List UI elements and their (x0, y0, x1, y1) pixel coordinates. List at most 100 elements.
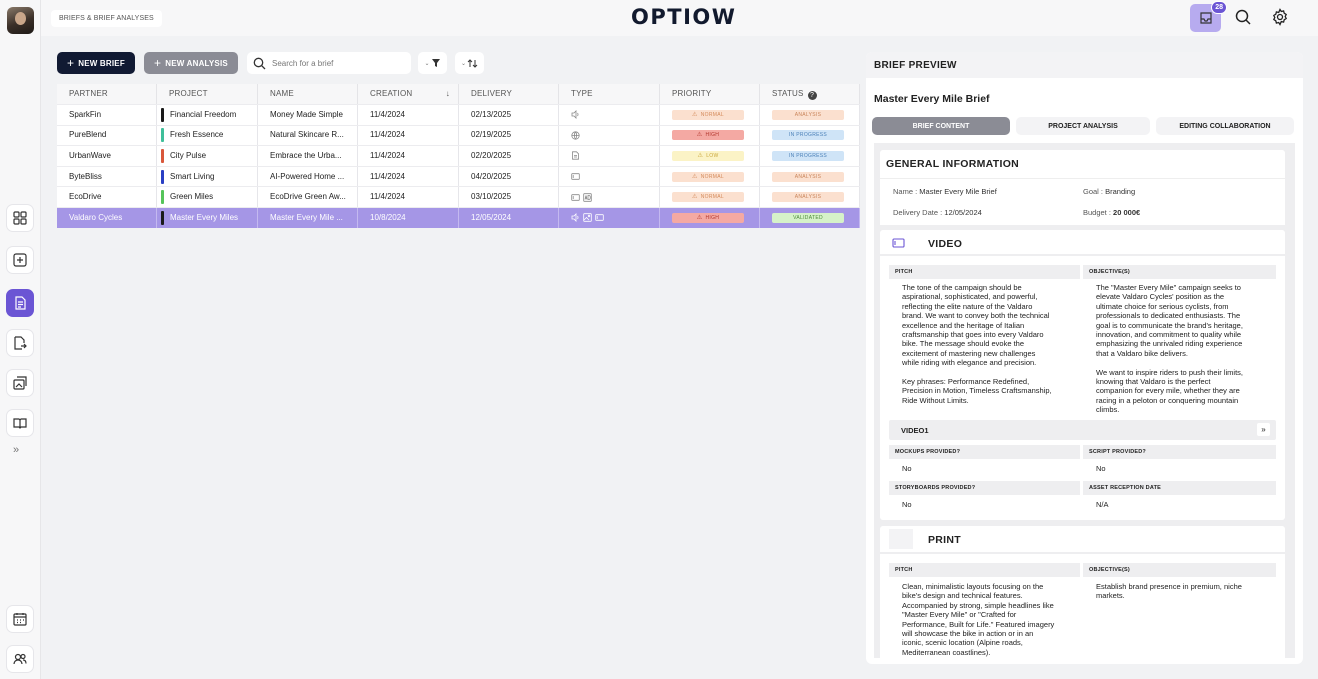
storyboards-value: No (902, 500, 912, 509)
priority-badge: ⚠ HIGH (672, 130, 744, 141)
project-color-bar (161, 190, 164, 205)
text-line: We want to inspire riders to push their … (1096, 367, 1244, 377)
priority-cell: ⚠ HIGH (660, 207, 760, 228)
media-library-icon[interactable] (6, 369, 34, 397)
collapse-chevron-icon[interactable]: » (1257, 423, 1270, 436)
add-square-icon[interactable] (6, 246, 34, 274)
print-objective-text: Establish brand presence in premium, nic… (1096, 582, 1276, 601)
priority-badge: ⚠ NORMAL (672, 109, 744, 120)
print-pitch-text: Clean, minimalistic layouts focusing on … (902, 582, 1078, 657)
status-cell: VALIDATED (760, 207, 860, 228)
priority-label: NORMAL (700, 173, 724, 180)
priority-label: HIGH (705, 214, 720, 221)
goal-value: Branding (1105, 187, 1136, 196)
ad-type-icon (583, 192, 592, 202)
general-information-title: GENERAL INFORMATION (886, 158, 1020, 170)
sort-button[interactable]: ⌄ (455, 52, 484, 74)
status-badge: IN PROGRESS (772, 130, 844, 141)
name-cell: EcoDrive Green Aw... (258, 187, 358, 207)
users-icon[interactable] (6, 645, 34, 673)
priority-label: NORMAL (700, 111, 724, 118)
priority-badge: ⚠ HIGH (672, 212, 744, 223)
inbox-button[interactable]: 28 (1190, 1, 1227, 32)
table-row[interactable]: EcoDrive Green Miles EcoDrive Green Aw... 1… (57, 186, 860, 207)
warning-icon: ⚠ (692, 111, 698, 118)
warning-icon: ⚠ (696, 132, 703, 139)
column-header-project[interactable]: PROJECT (157, 84, 258, 104)
priority-label: LOW (706, 152, 719, 159)
video-icon (892, 238, 905, 248)
book-icon[interactable] (6, 409, 34, 437)
table-row[interactable]: SparkFin Financial Freedom Money Made Simp… (57, 104, 860, 125)
breadcrumb[interactable]: BRIEFS & BRIEF ANALYSES (51, 10, 162, 27)
expand-sidebar-icon[interactable]: » (13, 444, 20, 456)
search-icon[interactable] (1234, 8, 1252, 26)
inbox-icon (1199, 12, 1212, 24)
status-badge: ANALYSIS (772, 192, 844, 203)
new-brief-button[interactable]: + NEW BRIEF (57, 52, 135, 74)
text-line: ultimate choice for serious cyclists, fr… (1096, 301, 1229, 311)
priority-badge: ⚠ NORMAL (672, 192, 744, 203)
project-label: Financial Freedom (170, 109, 237, 119)
priority-label: HIGH (705, 132, 720, 139)
text-line: bike. The message should evoke the (902, 339, 1025, 349)
video-objective-text: The "Master Every Mile" campaign seeks t… (1096, 283, 1276, 415)
column-header-type[interactable]: TYPE (559, 84, 660, 104)
tab-editing-collaboration[interactable]: EDITING COLLABORATION (1156, 117, 1294, 135)
type-icons (571, 172, 580, 181)
project-cell: Financial Freedom (157, 105, 258, 125)
partner-cell: ByteBliss (57, 166, 157, 187)
text-line: iconic, scenic location (Alpine roads, (902, 638, 1023, 648)
preview-title: Master Every Mile Brief (874, 93, 990, 105)
column-header-creation[interactable]: CREATION ↓ (358, 84, 459, 104)
help-icon[interactable]: ? (807, 91, 817, 100)
table-row[interactable]: PureBlend Fresh Essence Natural Skincare R… (57, 124, 860, 146)
calendar-icon[interactable] (6, 605, 34, 633)
text-line: that a Valdaro bike delivers. (1096, 348, 1188, 358)
tab-project-analysis[interactable]: PROJECT ANALYSIS (1016, 117, 1150, 135)
text-line: Mediterranean coastlines). (902, 647, 991, 657)
column-header-priority[interactable]: PRIORITY (660, 84, 760, 104)
delivery-cell: 04/20/2025 (459, 166, 559, 187)
export-document-icon[interactable] (6, 329, 34, 357)
project-cell: City Pulse (157, 146, 258, 166)
column-header-partner[interactable]: PARTNER (57, 84, 157, 104)
partner-cell: SparkFin (57, 105, 157, 125)
sort-icon (467, 58, 478, 68)
print-pitch-label: PITCH (889, 563, 1080, 577)
dashboard-icon[interactable] (6, 204, 34, 232)
search-input[interactable] (272, 58, 402, 68)
table-row[interactable]: Valdaro Cycles Master Every Miles Master E… (57, 206, 860, 228)
settings-gear-icon[interactable] (1271, 8, 1289, 26)
video1-accordion[interactable]: VIDEO1 » (889, 420, 1276, 440)
general-information-body (880, 178, 1285, 225)
delivery-cell: 02/19/2025 (459, 125, 559, 146)
priority-cell: ⚠ HIGH (660, 125, 760, 146)
briefs-document-icon[interactable] (6, 289, 34, 317)
divider (880, 254, 1285, 256)
text-line: Ride Without Limits. (902, 395, 969, 405)
priority-badge: ⚠ NORMAL (672, 171, 744, 182)
sort-arrow-down-icon[interactable]: ↓ (445, 89, 450, 98)
chevron-down-icon: ⌄ (460, 60, 467, 67)
priority-cell: ⚠ LOW (660, 146, 760, 166)
tab-brief-content[interactable]: BRIEF CONTENT (872, 117, 1010, 135)
new-analysis-button[interactable]: + NEW ANALYSIS (144, 52, 238, 74)
avatar[interactable] (7, 7, 34, 34)
column-header-status[interactable]: STATUS? (760, 84, 860, 104)
filter-button[interactable]: ⌄ (418, 52, 447, 74)
table-row[interactable]: ByteBliss Smart Living AI-Powered Home ...… (57, 165, 860, 187)
column-header-delivery[interactable]: DELIVERY (459, 84, 559, 104)
project-color-bar (161, 169, 164, 184)
search-icon (253, 57, 266, 69)
topbar: BRIEFS & BRIEF ANALYSES OPTIOW 28 (41, 0, 1318, 36)
text-line: aspirational, sophisticated, and powerfu… (902, 292, 1038, 302)
text-line: excitement of mastering new challenges (902, 348, 1036, 358)
table-row[interactable]: UrbanWave City Pulse Embrace the Urba... 11… (57, 145, 860, 166)
print-icon-placeholder (889, 529, 913, 549)
status-cell: IN PROGRESS (760, 125, 860, 146)
type-cell (559, 207, 660, 228)
brief-content-scroll[interactable]: GENERAL INFORMATION Name : Master Every … (874, 143, 1295, 658)
column-header-name[interactable]: NAME (258, 84, 358, 104)
project-label: City Pulse (170, 150, 207, 160)
